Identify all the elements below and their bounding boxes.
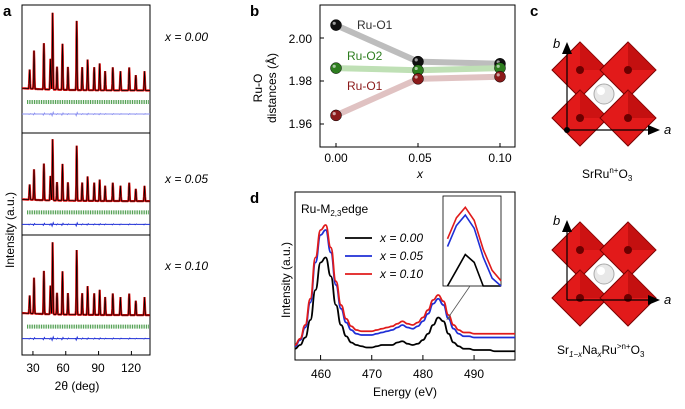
xas-inset-curve-1 [446, 213, 502, 287]
panel-b-plot [320, 19, 506, 147]
panel-b-xlabel: x [416, 167, 424, 181]
ruo-point-highlight [332, 21, 336, 25]
xrd-difference [22, 221, 150, 228]
ruo-point-highlight [414, 58, 418, 62]
axis-a-top: a [664, 122, 671, 137]
panel-d-title: Ru-M2,3edge [301, 202, 368, 218]
panel-a-plots [21, 4, 151, 356]
panel-d-xtick-460: 460 [311, 367, 331, 381]
ruo-point-highlight [414, 66, 418, 71]
ruo-point-highlight [332, 64, 336, 68]
xrd-calculated [22, 242, 150, 316]
axis-b-top: b [553, 36, 560, 51]
panel-d-plot [294, 224, 515, 360]
xrd-observed [22, 242, 150, 317]
panel-a-xtick-90: 90 [91, 361, 105, 375]
panel-b-label-ruo1-top: Ru-O1 [357, 18, 393, 32]
panel-d-xlabel: Energy (eV) [373, 385, 437, 399]
xrd-difference [22, 110, 150, 118]
ruo-point-highlight [332, 112, 336, 116]
panel-b-ylabel-2: distances (Å) [264, 53, 279, 123]
ruo-point-highlight [496, 64, 500, 68]
xas-inset-curve-2 [446, 205, 502, 282]
legend-x000: x = 0.00 [379, 231, 423, 245]
panel-d-xtick-470: 470 [362, 367, 382, 381]
ruo-point-1-0 [330, 62, 342, 74]
ruo-point-highlight [414, 75, 418, 79]
xas-curve-0 [294, 256, 515, 353]
panel-a-xlabel: 2θ (deg) [55, 379, 100, 393]
xrd-observed [22, 139, 150, 203]
panel-b-ylabel-1: Ru-O [251, 74, 265, 103]
ruo-point-0-0 [330, 19, 342, 31]
ruo-point-highlight [496, 73, 500, 77]
legend-x005: x = 0.05 [379, 249, 423, 263]
panel-d-xtick-490: 490 [464, 367, 484, 381]
panel-a-xtick-60: 60 [56, 361, 70, 375]
inset-pointer [447, 285, 471, 319]
legend-x010: x = 0.10 [379, 267, 423, 281]
panel-b-xtick-0: 0.00 [324, 151, 348, 165]
axis-a-bottom: a [664, 292, 671, 307]
panel-a-sub1-label: x = 0.00 [164, 30, 208, 44]
xrd-observed [22, 12, 150, 92]
xas-curve-2 [294, 224, 515, 346]
panel-c-letter: c [530, 3, 538, 20]
panel-a-sub3-label: x = 0.10 [164, 259, 208, 273]
panel-d-inset-frame [442, 195, 502, 287]
panel-d-xtick-480: 480 [413, 367, 433, 381]
xas-curve-1 [294, 229, 515, 348]
panel-a-xtick-30: 30 [26, 361, 40, 375]
panel-b-ytick-198: 1.98 [289, 74, 313, 88]
panel-b-letter: b [250, 3, 259, 20]
axes-icon-top [562, 42, 660, 135]
panel-a-sub2-label: x = 0.05 [164, 172, 208, 186]
panel-a-letter: a [3, 3, 12, 20]
xrd-frame [21, 234, 151, 356]
xrd-calculated [22, 12, 150, 91]
axis-b-bottom: b [553, 213, 560, 228]
panel-b-ytick-200: 2.00 [289, 32, 313, 46]
panel-d-letter: d [250, 190, 259, 207]
panel-b-label-ruo2: Ru-O2 [347, 49, 383, 63]
ruo-point-2-0 [330, 109, 342, 122]
panel-a-xtick-120: 120 [121, 361, 141, 375]
panel-d-frame [294, 191, 516, 361]
panel-d-legend [345, 237, 372, 275]
xrd-frame [21, 132, 151, 236]
panel-d-inset [446, 205, 502, 287]
formula-top: SrRun+O3 [582, 166, 633, 183]
panel-b-label-ruo1-bottom: Ru-O1 [347, 79, 383, 93]
xrd-difference [22, 335, 150, 342]
srnaruo3-structure [551, 221, 657, 327]
axes-icon-bottom [562, 220, 660, 305]
panel-b-ytick-196: 1.96 [289, 117, 313, 131]
formula-bottom: Sr1−xNaxRu>n+O3 [557, 342, 645, 359]
xas-inset-curve-0 [446, 253, 501, 287]
panel-d-ylabel: Intensity (a.u.) [279, 242, 293, 318]
ruo-point-2-2 [494, 70, 506, 83]
panel-b-xtick-010: 0.10 [488, 151, 512, 165]
panel-b-xtick-005: 0.05 [408, 151, 432, 165]
xrd-calculated [22, 139, 150, 202]
panel-a-ylabel: Intensity (a.u.) [3, 192, 17, 268]
ruo-point-2-1 [412, 73, 424, 85]
